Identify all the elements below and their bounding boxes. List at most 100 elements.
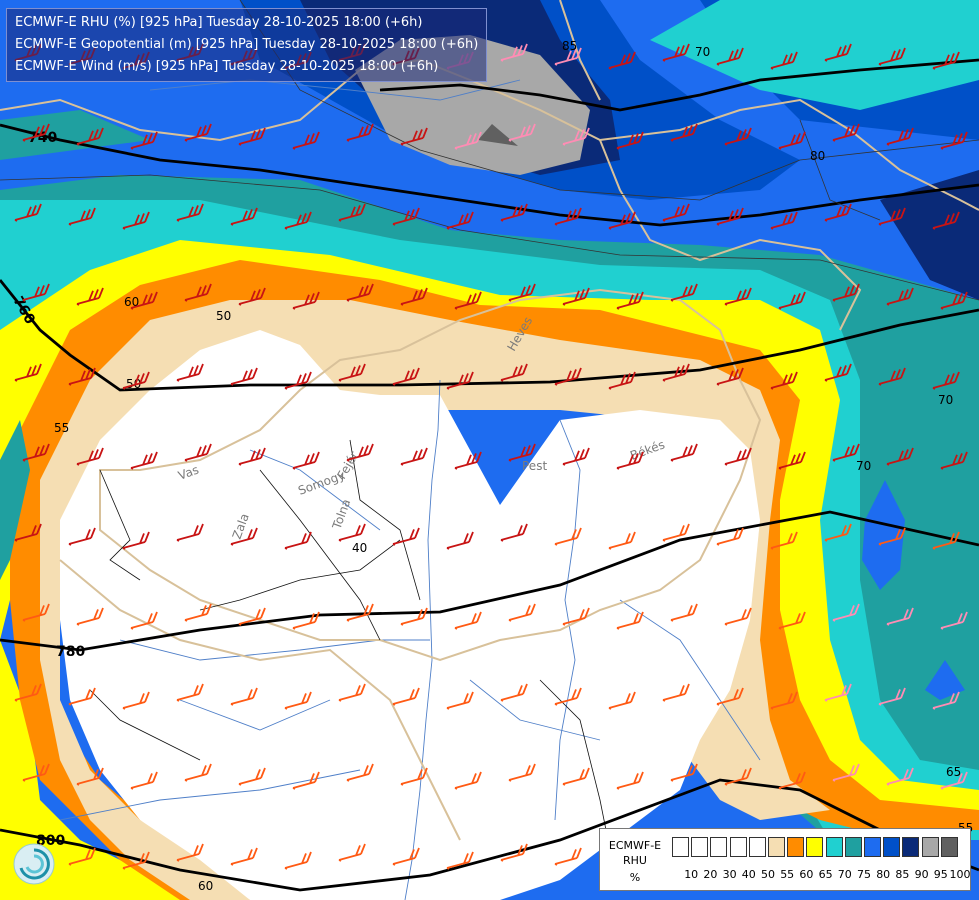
wind-barb-icon (238, 287, 266, 306)
wind-barb-icon (608, 531, 636, 550)
wind-barb-icon (562, 607, 590, 626)
wind-barb-icon (454, 291, 482, 310)
legend-unit: % (629, 871, 641, 884)
wind-barb-icon (500, 523, 528, 542)
wind-barb-icon (616, 451, 644, 470)
wind-barb-icon (500, 363, 528, 382)
wind-barb-icon (392, 207, 420, 226)
wind-barb-icon (176, 843, 204, 862)
wind-barb-icon (608, 691, 636, 710)
wind-barb-icon (122, 211, 150, 230)
wind-barb-icon (886, 127, 914, 146)
wind-barb-icon (184, 763, 212, 782)
wind-barb-icon (68, 847, 96, 866)
wind-barb-icon (392, 367, 420, 386)
wind-barb-icon (554, 367, 582, 386)
wind-barb-icon (616, 611, 644, 630)
wind-barb-icon (832, 603, 860, 622)
wind-barb-icon (886, 447, 914, 466)
rh-label: 85 (562, 39, 577, 53)
legend-tick: 85 (895, 868, 910, 881)
wind-barb-icon (338, 203, 366, 222)
title-wind: ECMWF-E Wind (m/s) [925 hPa] Tuesday 28-… (15, 59, 439, 74)
rh-band-70-ne (650, 0, 979, 110)
rh-band-80-east (862, 480, 965, 700)
wind-barb-icon (662, 43, 690, 62)
rh-label: 50 (216, 309, 231, 323)
rh-label: 70 (695, 45, 710, 59)
wind-barb-icon (662, 363, 690, 382)
wind-barb-icon (176, 683, 204, 702)
wind-barb-icon (76, 287, 104, 306)
wind-barb-icon (122, 691, 150, 710)
wind-barb-icon (68, 207, 96, 226)
legend-model: ECMWF-E (608, 839, 662, 852)
place-label: Vas (176, 463, 200, 483)
legend-tick: 75 (857, 868, 871, 881)
wind-barb-icon (670, 123, 698, 142)
legend-variable: RHU (623, 854, 647, 867)
legend-swatch (787, 837, 805, 857)
wind-barb-icon (338, 523, 366, 542)
wind-barb-icon (670, 443, 698, 462)
rh-band-75-west (0, 420, 30, 580)
wind-barb-icon (22, 763, 50, 782)
legend-tick: 10 (684, 868, 699, 881)
wind-barb-icon (778, 451, 806, 470)
rh-band-75-nw (0, 110, 150, 160)
wind-barb-icon (778, 131, 806, 150)
wind-barb-icon (14, 363, 42, 382)
wind-barb-icon (662, 203, 690, 222)
wind-barb-icon (446, 211, 474, 230)
wind-barb-icon (230, 847, 258, 866)
wind-barb-icon (238, 447, 266, 466)
legend-tick: 20 (703, 868, 718, 881)
wind-barb-icon (608, 211, 636, 230)
rh-label: 60 (124, 295, 139, 309)
wind-barb-icon (724, 447, 752, 466)
wind-barb-icon (68, 687, 96, 706)
wind-barb-icon (770, 531, 798, 550)
wind-barb-icon (68, 367, 96, 386)
wind-barb-icon (616, 771, 644, 790)
rh-label: 55 (54, 421, 69, 435)
wind-barb-icon (940, 771, 968, 790)
wind-barb-icon (14, 203, 42, 222)
wind-barb-icon (716, 207, 744, 226)
wind-barb-icon (22, 123, 50, 142)
legend-tick: 80 (876, 868, 891, 881)
wind-barb-icon (14, 523, 42, 542)
wind-barb-icon (716, 367, 744, 386)
wind-barb-icon (230, 527, 258, 546)
wind-barb-icon (886, 287, 914, 306)
wind-barb-icon (446, 531, 474, 550)
wind-barb-icon (716, 687, 744, 706)
rh-label: 70 (856, 459, 871, 473)
legend-swatch (902, 837, 920, 857)
wind-barb-icon (22, 443, 50, 462)
geopotential-contours (0, 58, 979, 892)
geopotential-label-800: 800 (36, 833, 65, 849)
wind-barb-icon (778, 771, 806, 790)
wind-barb-icon (238, 127, 266, 146)
wind-barb-icon (184, 603, 212, 622)
wind-barb-icon (824, 203, 852, 222)
wind-barb-icon (716, 527, 744, 546)
legend-tick: 100 (949, 868, 971, 881)
wind-barb-icon (184, 283, 212, 302)
legend-swatch (921, 837, 939, 857)
wind-barb-icon (392, 687, 420, 706)
wind-barb-icon (500, 203, 528, 222)
wind-barb-icon (230, 207, 258, 226)
wind-barb-icon (292, 611, 320, 630)
wind-barb-icon (500, 843, 528, 862)
wind-barb-icon (770, 371, 798, 390)
wind-barb-icon (932, 371, 960, 390)
wind-barb-icon (76, 607, 104, 626)
legend-swatch (883, 837, 901, 857)
wind-barb-icon (562, 767, 590, 786)
wind-barb-icon (392, 527, 420, 546)
wind-barb-icon (238, 607, 266, 626)
wind-barb-icon (670, 763, 698, 782)
